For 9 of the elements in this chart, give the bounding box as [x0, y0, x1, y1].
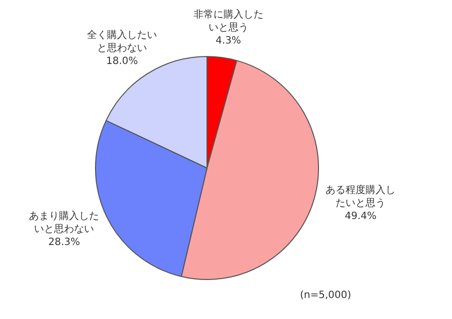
slice-label: 全く購入したいと思わない — [87, 29, 158, 54]
slice-label: あまり購入したいと思わない — [29, 210, 100, 236]
text: (n=5,000) — [300, 290, 352, 301]
data-label: 49.4% — [344, 210, 377, 222]
data-label: 4.3% — [216, 35, 242, 46]
data-label: 28.3% — [48, 237, 80, 248]
slice-label: 非常に購入したいと思う — [193, 8, 264, 34]
slice-label: ある程度購入したいと思う — [326, 184, 396, 209]
data-label: 18.0% — [106, 56, 138, 68]
